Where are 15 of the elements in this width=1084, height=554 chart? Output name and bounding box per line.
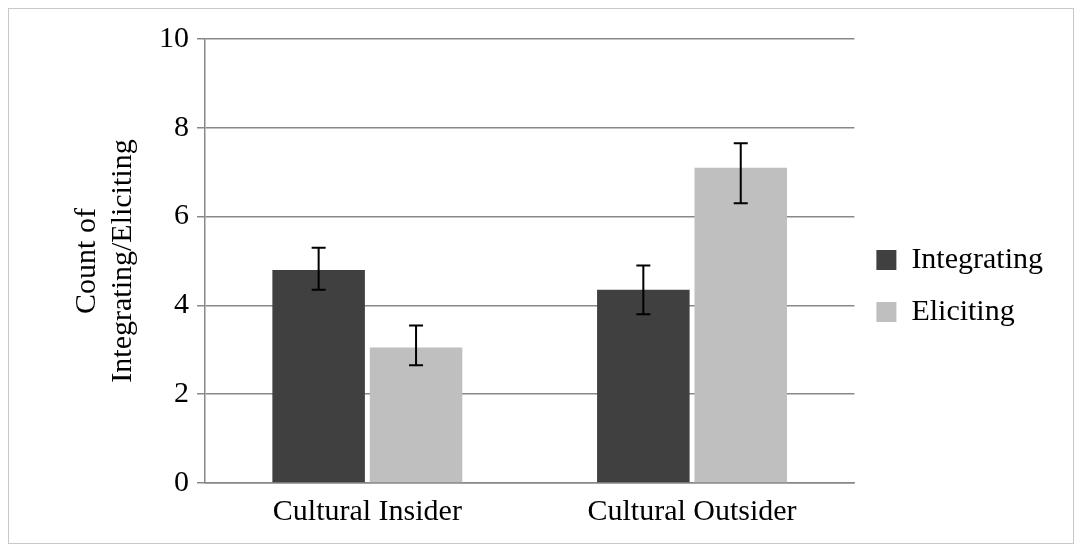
y-tick-label: 10 bbox=[159, 19, 189, 53]
y-tick-label: 2 bbox=[174, 375, 189, 409]
legend-label: Eliciting bbox=[911, 292, 1015, 326]
bar bbox=[369, 347, 463, 483]
y-tick-label: 4 bbox=[174, 286, 189, 320]
y-axis-title: Count of Integrating/Eliciting bbox=[67, 139, 137, 383]
bar bbox=[694, 167, 788, 483]
bar bbox=[597, 289, 690, 483]
x-tick-label: Cultural Outsider bbox=[587, 492, 797, 526]
y-tick-label: 0 bbox=[174, 463, 189, 497]
y-tick-label: 6 bbox=[174, 197, 189, 231]
y-tick-label: 8 bbox=[174, 108, 189, 142]
bar bbox=[272, 269, 365, 483]
x-tick-label: Cultural Insider bbox=[272, 492, 462, 526]
legend-label: Integrating bbox=[911, 240, 1044, 274]
